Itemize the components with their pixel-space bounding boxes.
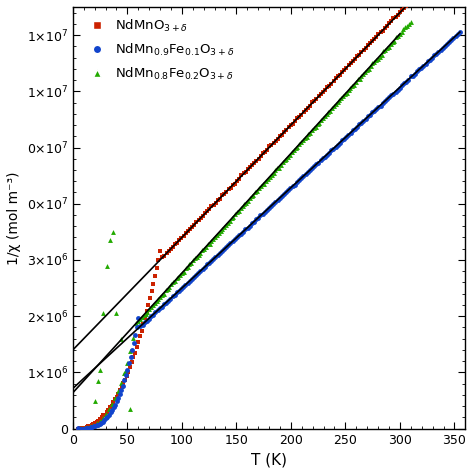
Legend: NdMnO$_{3+\delta}$, NdMn$_{0.9}$Fe$_{0.1}$O$_{3+\delta}$, NdMn$_{0.8}$Fe$_{0.2}$: NdMnO$_{3+\delta}$, NdMn$_{0.9}$Fe$_{0.1… xyxy=(80,14,238,86)
X-axis label: T (K): T (K) xyxy=(251,452,287,467)
Y-axis label: 1/χ (mol m⁻³): 1/χ (mol m⁻³) xyxy=(7,171,21,264)
